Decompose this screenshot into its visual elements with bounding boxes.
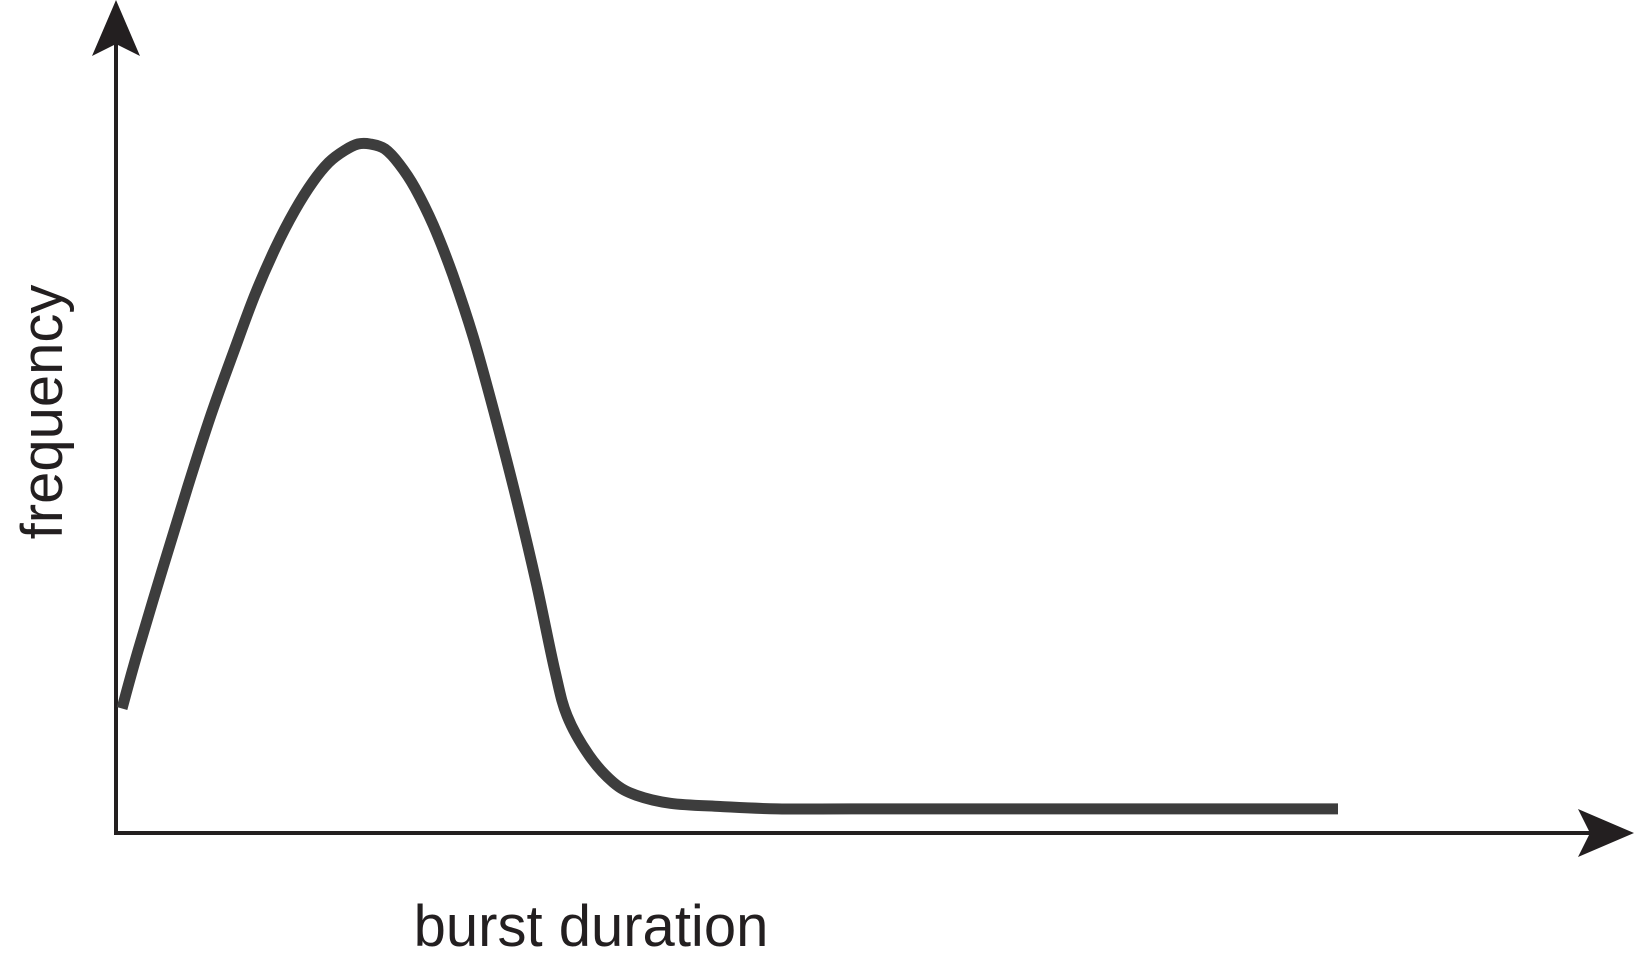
y-axis-label: frequency [10,285,75,540]
x-axis-arrow-icon [1578,809,1634,857]
x-axis-label: burst duration [414,894,769,959]
y-axis-arrow-icon [92,0,140,56]
series-line [116,137,1338,815]
